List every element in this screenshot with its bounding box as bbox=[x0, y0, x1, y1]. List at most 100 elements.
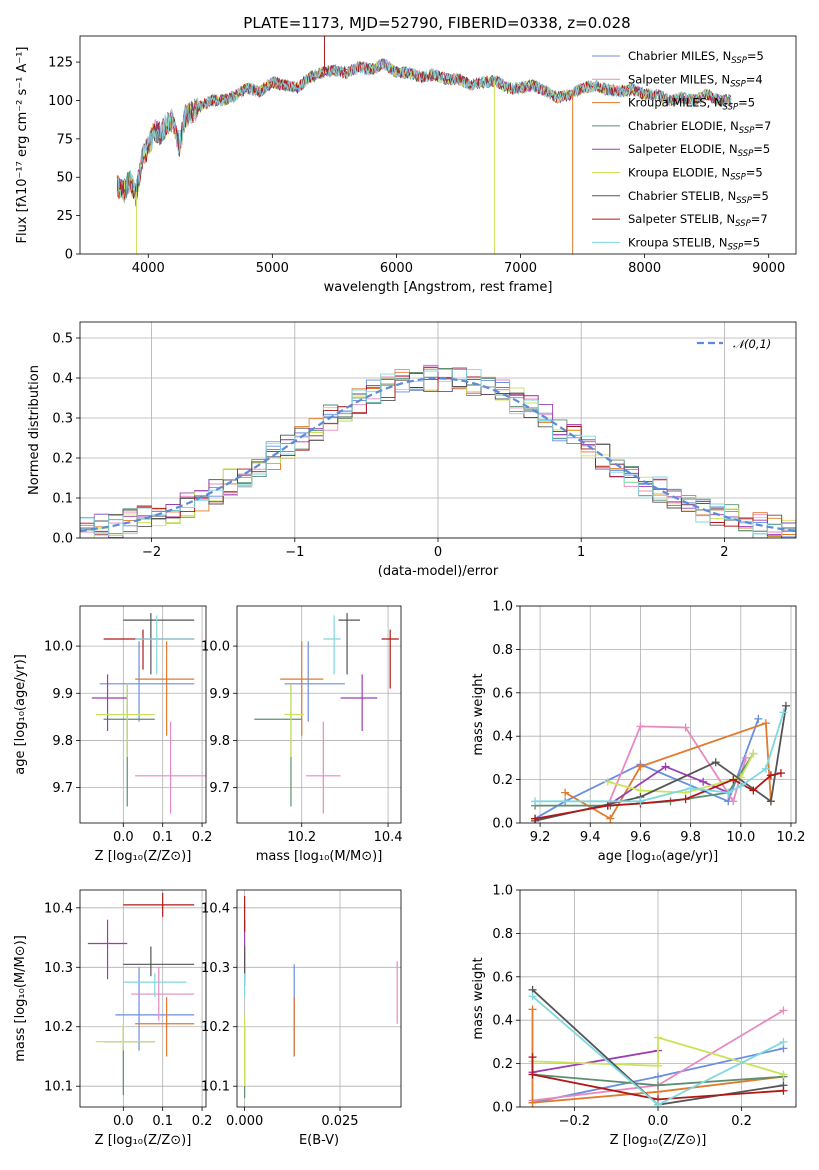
axis-label-y: mass weight bbox=[471, 957, 486, 1039]
panel-spectrum: 4000 5000 6000 7000 8000 9000 0 25 50 75 100 125 wav… bbox=[15, 35, 797, 295]
tick-label-x: 0.025 bbox=[321, 1114, 358, 1129]
tick-label-x: −0.2 bbox=[559, 1114, 591, 1129]
tick-label-y: 0.0 bbox=[492, 1101, 513, 1116]
panel-age-vs-Z: 0.0 0.1 0.2 9.7 9.8 9.9 10.0 Z [log₁₀(Z/Z⊙)] age… bbox=[13, 605, 213, 864]
tick-label-y: 1.0 bbox=[492, 884, 513, 899]
legend-entry: Chabrier ELODIE, NSSP=7 bbox=[628, 119, 771, 136]
tick-label-x: 6000 bbox=[380, 261, 413, 276]
panel-mass-weight-vs-age: 9.2 9.4 9.6 9.8 10.0 10.2 0.0 0.2 0.4 0.6 0.8 1.0 ag… bbox=[471, 600, 805, 865]
tick-label-x: 9.8 bbox=[680, 830, 701, 845]
axis-label-y: Normed distribution bbox=[27, 365, 42, 495]
tick-label-y: 100 bbox=[48, 94, 73, 109]
tick-label-x: 0.2 bbox=[192, 830, 213, 845]
tick-label-y: 9.8 bbox=[52, 734, 73, 749]
tick-label-y: 0.2 bbox=[52, 452, 73, 467]
tick-label-y: 0.4 bbox=[52, 372, 73, 387]
axes-frame bbox=[79, 889, 207, 1108]
spectrum-line bbox=[116, 58, 732, 203]
tick-label-y: 0.8 bbox=[492, 927, 513, 942]
panel-age-vs-mass: 10.2 10.4 9.7 9.8 9.9 10.0 mass [log₁₀(M/M⊙)] bbox=[201, 605, 403, 864]
axis-label-y: Flux [fλ10⁻¹⁷ erg cm⁻² s⁻¹ A⁻¹] bbox=[15, 47, 30, 244]
legend-entry: Salpeter STELIB, NSSP=7 bbox=[628, 212, 768, 229]
axes-frame bbox=[79, 35, 797, 255]
tick-label-x: 0.2 bbox=[731, 1114, 752, 1129]
axes-frame bbox=[79, 321, 797, 539]
tick-label-x: 9.4 bbox=[580, 830, 601, 845]
tick-label-y: 10.2 bbox=[201, 1020, 230, 1035]
tick-label-y: 0.1 bbox=[52, 492, 73, 507]
tick-label-y: 9.9 bbox=[52, 687, 73, 702]
axis-label-x: Z [log₁₀(Z/Z⊙)] bbox=[95, 1133, 192, 1148]
legend-entry: Kroupa STELIB, NSSP=5 bbox=[628, 235, 760, 252]
weight-line bbox=[534, 772, 782, 820]
axis-label-y: mass weight bbox=[471, 673, 486, 755]
legend-entry: Salpeter ELODIE, NSSP=5 bbox=[628, 142, 770, 159]
tick-label-y: 10.2 bbox=[44, 1020, 73, 1035]
axes-frame bbox=[79, 605, 207, 824]
panel-mass-vs-EBV: 0.000 0.025 10.1 10.2 10.3 10.4 E(B-V) bbox=[201, 889, 402, 1148]
tick-label-x: 10.0 bbox=[726, 830, 755, 845]
tick-label-x: 0.1 bbox=[152, 830, 173, 845]
legend-entry: 𝒩(0,1) bbox=[733, 337, 771, 351]
weight-line bbox=[531, 1057, 784, 1101]
tick-label-x: 1 bbox=[577, 545, 585, 560]
panel-mass-vs-Z: 0.0 0.1 0.2 10.1 10.2 10.3 10.4 Z [log₁₀(Z/Z⊙)]… bbox=[13, 889, 212, 1148]
tick-label-y: 9.8 bbox=[209, 734, 230, 749]
weight-line bbox=[532, 1036, 784, 1076]
tick-label-x: 2 bbox=[720, 545, 728, 560]
tick-label-x: 9.2 bbox=[530, 830, 551, 845]
tick-label-x: 4000 bbox=[132, 261, 165, 276]
axis-label-y: age [log₁₀(age/yr)] bbox=[13, 654, 28, 775]
tick-label-y: 10.0 bbox=[44, 640, 73, 655]
tick-label-x: 9000 bbox=[752, 261, 785, 276]
legend-entry: Chabrier STELIB, NSSP=5 bbox=[628, 189, 769, 206]
tick-label-y: 50 bbox=[56, 171, 73, 186]
tick-label-y: 0.2 bbox=[492, 773, 513, 788]
axes-frame bbox=[236, 889, 402, 1108]
legend-entry: Salpeter MILES, NSSP=4 bbox=[628, 72, 763, 89]
tick-label-y: 9.7 bbox=[209, 781, 230, 796]
axis-label-x: Z [log₁₀(Z/Z⊙)] bbox=[610, 1133, 707, 1148]
tick-label-y: 9.9 bbox=[209, 687, 230, 702]
legend-entry: Chabrier MILES, NSSP=5 bbox=[628, 49, 764, 66]
plot-area bbox=[237, 606, 401, 823]
legend-entry: Kroupa MILES, NSSP=5 bbox=[628, 96, 755, 113]
tick-label-x: 10.2 bbox=[777, 830, 806, 845]
tick-label-y: 9.7 bbox=[52, 781, 73, 796]
panel-residuals: −2 −1 0 1 2 0.0 0.1 0.2 0.3 0.4 0.5 (data-model)/er… bbox=[27, 321, 797, 579]
tick-label-x: −2 bbox=[142, 545, 161, 560]
plot-area bbox=[520, 890, 796, 1107]
tick-label-y: 0.0 bbox=[52, 532, 73, 547]
tick-label-y: 0.4 bbox=[492, 730, 513, 745]
tick-label-y: 10.0 bbox=[201, 640, 230, 655]
weight-line bbox=[532, 1049, 659, 1074]
panel-mass-weight-vs-Z: −0.2 0.0 0.2 0.0 0.2 0.4 0.6 0.8 1.0 Z [log₁₀(Z/Z… bbox=[471, 884, 797, 1148]
tick-label-y: 0 bbox=[65, 248, 73, 263]
tick-label-x: 0.0 bbox=[113, 830, 134, 845]
axis-label-x: Z [log₁₀(Z/Z⊙)] bbox=[95, 849, 192, 864]
figure-title: PLATE=1173, MJD=52790, FIBERID=0338, z=0… bbox=[243, 14, 630, 32]
plot-area bbox=[520, 606, 796, 823]
tick-label-y: 10.4 bbox=[44, 901, 73, 916]
tick-label-y: 0.0 bbox=[492, 817, 513, 832]
tick-label-y: 0.2 bbox=[492, 1057, 513, 1072]
tick-label-x: 0.0 bbox=[113, 1114, 134, 1129]
tick-label-x: 0.1 bbox=[152, 1114, 173, 1129]
tick-label-x: 10.2 bbox=[287, 830, 316, 845]
tick-label-y: 0.8 bbox=[492, 643, 513, 658]
plot-area bbox=[80, 890, 206, 1107]
tick-label-y: 0.3 bbox=[52, 412, 73, 427]
tick-label-x: 5000 bbox=[256, 261, 289, 276]
axis-label-x: E(B-V) bbox=[299, 1133, 339, 1148]
tick-label-x: 0.000 bbox=[226, 1114, 263, 1129]
axis-label-x: wavelength [Angstrom, rest frame] bbox=[324, 280, 553, 295]
tick-label-x: 7000 bbox=[504, 261, 537, 276]
plot-area bbox=[237, 890, 401, 1107]
tick-label-y: 0.5 bbox=[52, 332, 73, 347]
axis-label-x: (data-model)/error bbox=[378, 564, 499, 579]
tick-label-y: 1.0 bbox=[492, 600, 513, 615]
tick-label-y: 10.3 bbox=[201, 961, 230, 976]
tick-label-x: 9.6 bbox=[630, 830, 651, 845]
tick-label-y: 75 bbox=[56, 132, 73, 147]
